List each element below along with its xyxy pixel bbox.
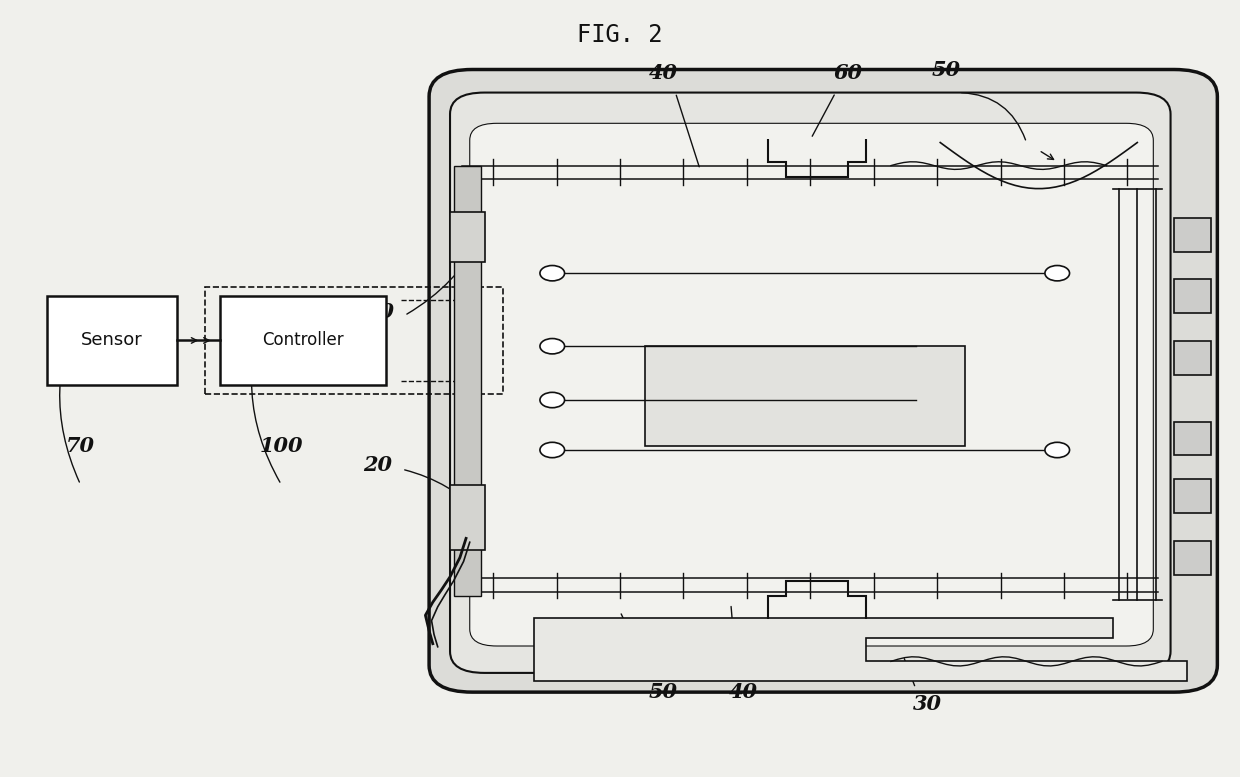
Circle shape [539, 339, 564, 354]
Circle shape [539, 442, 564, 458]
Bar [1174, 422, 1211, 455]
Text: Sensor: Sensor [81, 332, 143, 350]
Text: 70: 70 [66, 436, 95, 456]
Bar [1174, 218, 1211, 252]
Polygon shape [533, 618, 1187, 681]
Bar [454, 166, 481, 596]
Text: 30: 30 [914, 694, 942, 713]
Bar [219, 296, 386, 385]
Bar [205, 287, 503, 394]
FancyBboxPatch shape [470, 124, 1153, 646]
Bar [645, 347, 965, 446]
Text: 100: 100 [259, 436, 303, 456]
Text: 10: 10 [366, 301, 394, 322]
Text: 40: 40 [649, 64, 677, 83]
Circle shape [1045, 442, 1070, 458]
Bar [450, 485, 485, 550]
FancyBboxPatch shape [429, 69, 1218, 692]
Bar [1174, 541, 1211, 574]
Bar [47, 296, 176, 385]
Circle shape [1045, 266, 1070, 281]
Circle shape [539, 392, 564, 408]
Circle shape [539, 266, 564, 281]
Text: 60: 60 [833, 64, 862, 83]
Bar [1174, 479, 1211, 513]
Text: Controller: Controller [262, 332, 343, 350]
Text: 20: 20 [363, 455, 392, 476]
Bar [450, 211, 485, 262]
FancyBboxPatch shape [450, 92, 1171, 673]
Text: 50: 50 [932, 60, 961, 79]
Text: 50: 50 [649, 682, 677, 702]
Text: 40: 40 [729, 682, 758, 702]
Bar [1174, 341, 1211, 375]
Bar [1174, 280, 1211, 313]
Text: FIG. 2: FIG. 2 [578, 23, 662, 47]
